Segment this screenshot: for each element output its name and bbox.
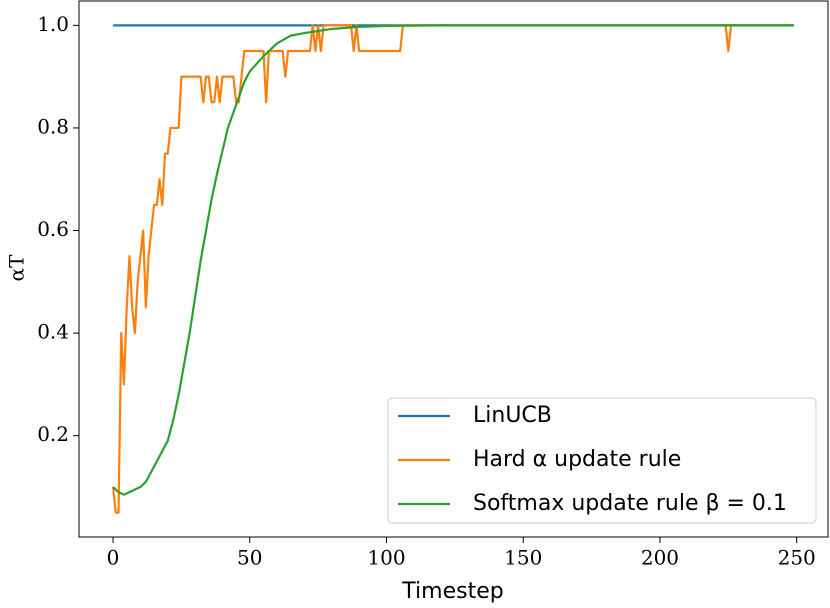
x-tick-label: 0 — [107, 546, 120, 570]
legend: LinUCB Hard α update rule Softmax update r… — [387, 397, 817, 524]
legend-box — [387, 397, 817, 524]
y-tick-label: 0.6 — [37, 217, 69, 241]
legend-label: Softmax update rule β = 0.1 — [473, 491, 787, 516]
x-tick-label: 150 — [504, 546, 542, 570]
data-line — [112, 24, 794, 496]
plot-frame — [78, 0, 829, 538]
legend-label: LinUCB — [473, 403, 552, 428]
x-tick-label: 200 — [641, 546, 679, 570]
y-tick-label: 0.8 — [37, 114, 69, 138]
x-tick-label: 50 — [237, 546, 262, 570]
x-tick-label: 250 — [778, 546, 816, 570]
data-line — [111, 24, 794, 514]
y-tick-label: 0.4 — [37, 320, 69, 344]
y-tick-label: 1.0 — [37, 12, 69, 36]
x-axis-label: Timestep — [401, 579, 503, 604]
y-tick-label: 0.2 — [37, 422, 69, 446]
x-tick-label: 100 — [367, 546, 405, 570]
legend-label: Hard α update rule — [473, 447, 681, 472]
y-axis-label: αT — [5, 254, 29, 282]
